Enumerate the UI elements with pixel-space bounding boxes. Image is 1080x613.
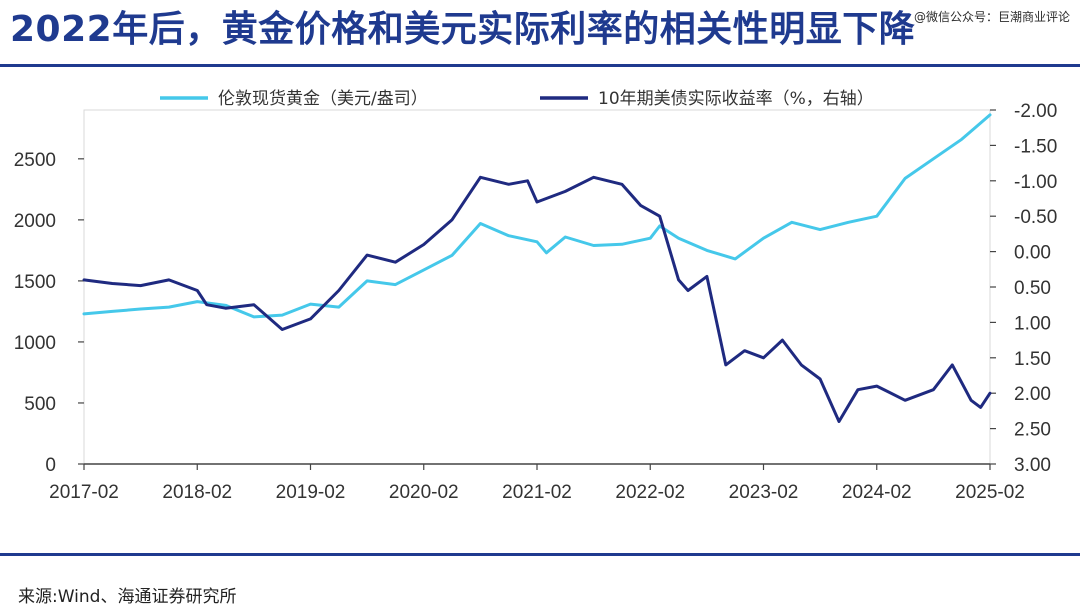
x-tick-label: 2020-02 xyxy=(389,482,459,503)
top-rule xyxy=(0,64,1080,67)
source-note: 来源:Wind、海通证券研究所 xyxy=(18,587,237,607)
y-right-tick-label: 2.50 xyxy=(1014,420,1051,441)
x-tick-label: 2024-02 xyxy=(842,482,912,503)
y-right-tick-label: 2.00 xyxy=(1014,384,1051,405)
y-right-tick-label: 1.00 xyxy=(1014,313,1051,334)
gold-price-line xyxy=(82,113,992,319)
x-tick-label: 2019-02 xyxy=(276,482,346,503)
y-right-tick-label: -0.50 xyxy=(1014,207,1057,228)
x-tick-label: 2023-02 xyxy=(729,482,799,503)
y-right-tick-label: -2.00 xyxy=(1014,101,1057,122)
y-right-tick-label: 3.00 xyxy=(1014,455,1051,476)
page-title: 2022年后，黄金价格和美元实际利率的相关性明显下降 xyxy=(10,9,916,50)
y-left-tick-label: 2000 xyxy=(14,211,56,232)
y-left-tick-label: 0 xyxy=(45,455,56,476)
legend-label-rate: 10年期美债实际收益率（%，右轴） xyxy=(598,89,874,109)
x-tick-label: 2022-02 xyxy=(615,482,685,503)
y-right-tick-label: -1.50 xyxy=(1014,136,1057,157)
watermark: @微信公众号：巨潮商业评论 xyxy=(913,10,1070,24)
plot-frame xyxy=(83,109,991,465)
y-left-tick-label: 2500 xyxy=(14,150,56,171)
y-right-tick-label: -1.00 xyxy=(1014,172,1057,193)
x-tick-label: 2017-02 xyxy=(49,482,119,503)
legend: 伦敦现货黄金（美元/盎司） 10年期美债实际收益率（%，右轴） xyxy=(160,89,874,109)
bottom-rule xyxy=(0,553,1080,556)
real-yield-line xyxy=(82,175,992,423)
y-right-tick-label: 0.50 xyxy=(1014,278,1051,299)
y-left-tick-label: 1500 xyxy=(14,272,56,293)
y-right-tick-label: 1.50 xyxy=(1014,349,1051,370)
x-tick-label: 2025-02 xyxy=(955,482,1025,503)
legend-label-gold: 伦敦现货黄金（美元/盎司） xyxy=(218,89,428,109)
y-left-tick-label: 500 xyxy=(24,394,56,415)
series-group xyxy=(82,113,992,423)
x-tick-label: 2021-02 xyxy=(502,482,572,503)
axes: 2017-02 2018-02 2019-02 2020-02 2021-02 2022-… xyxy=(14,101,1058,503)
chart: 伦敦现货黄金（美元/盎司） 10年期美债实际收益率（%，右轴） 2017-02 20… xyxy=(14,89,1058,503)
x-tick-label: 2018-02 xyxy=(162,482,232,503)
y-right-tick-label: 0.00 xyxy=(1014,243,1051,264)
y-left-tick-label: 1000 xyxy=(14,333,56,354)
